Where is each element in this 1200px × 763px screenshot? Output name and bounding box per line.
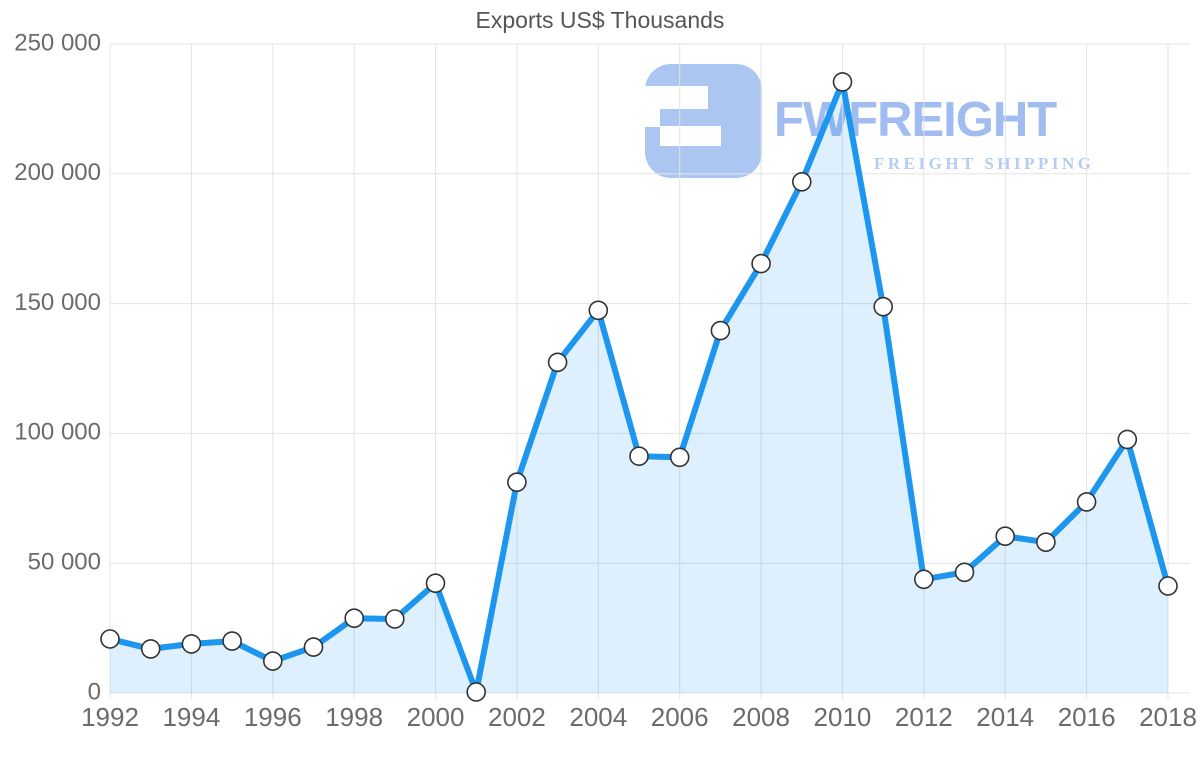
data-point bbox=[913, 569, 934, 590]
x-axis-tick-label: 2018 bbox=[1139, 702, 1197, 732]
y-axis-tick-label: 100 000 bbox=[14, 419, 101, 446]
x-axis-tick-label: 2010 bbox=[814, 702, 872, 732]
data-point bbox=[1076, 492, 1097, 512]
data-point bbox=[425, 573, 446, 594]
x-axis-tick-label: 2014 bbox=[976, 702, 1034, 732]
data-point bbox=[954, 562, 975, 583]
y-axis-tick-label: 250 000 bbox=[14, 29, 101, 56]
x-axis-tick-label: 2016 bbox=[1058, 702, 1116, 732]
data-point bbox=[995, 526, 1016, 547]
data-point bbox=[1158, 576, 1178, 596]
data-point bbox=[140, 639, 161, 659]
data-point bbox=[669, 447, 690, 468]
data-point bbox=[384, 609, 405, 629]
data-point bbox=[710, 320, 731, 341]
data-point bbox=[629, 446, 649, 467]
logo-tagline-text: FREIGHT SHIPPING bbox=[874, 154, 1095, 173]
x-axis-tick-label: 2006 bbox=[651, 702, 709, 732]
data-point bbox=[262, 651, 283, 671]
y-axis-tick-label: 0 bbox=[88, 678, 101, 705]
x-axis-tick-label: 2002 bbox=[488, 702, 546, 732]
data-point bbox=[507, 472, 527, 493]
y-axis-tick-label: 150 000 bbox=[14, 289, 101, 316]
data-point bbox=[222, 631, 242, 651]
data-point bbox=[1117, 429, 1138, 450]
x-axis-tick-label: 2008 bbox=[732, 702, 790, 732]
data-point bbox=[181, 634, 202, 654]
y-axis-tick-label: 200 000 bbox=[14, 159, 101, 186]
x-axis-tick-label: 1994 bbox=[162, 702, 220, 732]
x-axis-tick-label: 1992 bbox=[81, 702, 139, 732]
data-point bbox=[466, 682, 487, 702]
x-axis-tick-label: 1996 bbox=[244, 702, 302, 732]
data-point bbox=[791, 172, 812, 192]
data-point bbox=[303, 637, 324, 657]
x-axis-tick-label: 2004 bbox=[569, 702, 627, 732]
data-point bbox=[832, 72, 853, 92]
data-point bbox=[588, 300, 609, 321]
x-axis-tick-label: 2000 bbox=[407, 702, 465, 732]
area-fill bbox=[110, 81, 1168, 693]
logo-icon-cutout bbox=[660, 126, 721, 146]
chart-title: Exports US$ Thousands bbox=[475, 7, 725, 33]
data-point bbox=[547, 352, 568, 373]
x-axis-tick-label: 2012 bbox=[895, 702, 953, 732]
x-axis-tick-label: 1998 bbox=[325, 702, 383, 732]
logo-icon-cutout bbox=[645, 86, 660, 127]
fwfreight-logo-icon bbox=[645, 64, 762, 178]
data-point bbox=[1036, 532, 1056, 553]
y-axis-tick-label: 50 000 bbox=[28, 549, 101, 576]
data-point bbox=[100, 629, 120, 649]
data-point bbox=[873, 296, 894, 317]
data-point bbox=[344, 608, 365, 629]
data-point bbox=[751, 253, 771, 274]
logo-icon-cutout bbox=[645, 86, 708, 109]
